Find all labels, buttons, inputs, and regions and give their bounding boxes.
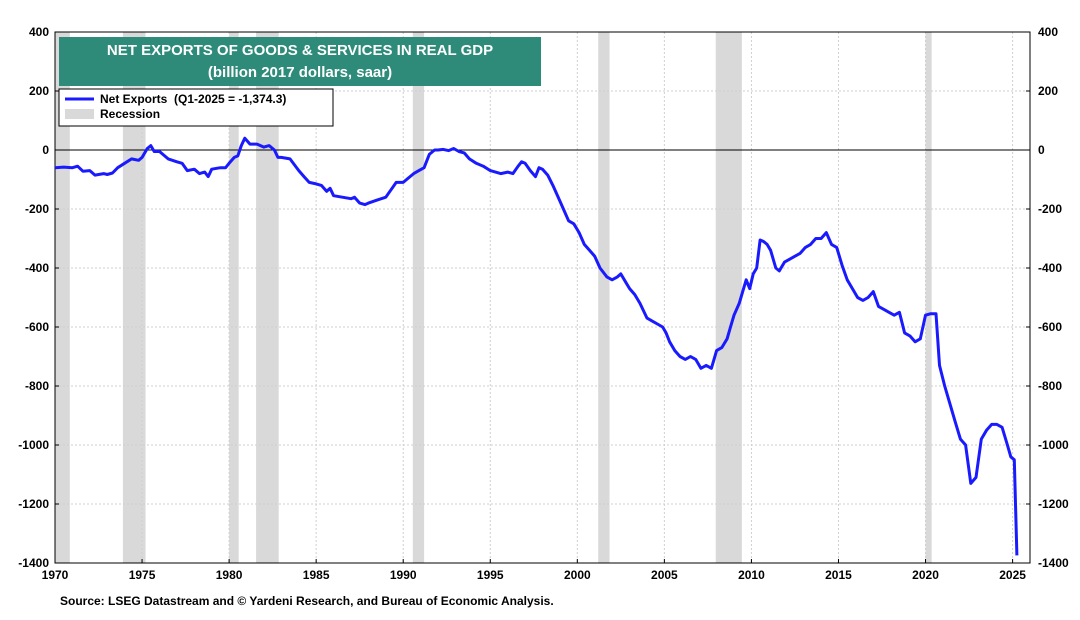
y-tick-label-right: -1200	[1038, 497, 1069, 511]
y-tick-label-right: 200	[1038, 84, 1058, 98]
y-tick-label-left: -1200	[18, 497, 49, 511]
y-tick-label-left: -600	[25, 320, 49, 334]
x-tick-label: 1995	[477, 568, 504, 582]
y-tick-label-right: -800	[1038, 379, 1062, 393]
recession-bands	[55, 32, 932, 563]
x-tick-label: 2015	[825, 568, 852, 582]
recession-band-3	[256, 32, 279, 563]
source-note: Source: LSEG Datastream and © Yardeni Re…	[60, 594, 554, 608]
chart-subtitle: (billion 2017 dollars, saar)	[208, 64, 392, 81]
y-tick-label-right: -1400	[1038, 556, 1069, 570]
chart-title: NET EXPORTS OF GOODS & SERVICES IN REAL …	[107, 42, 493, 59]
x-tick-label: 1985	[303, 568, 330, 582]
x-tick-label: 1975	[129, 568, 156, 582]
x-tick-label: 1970	[42, 568, 69, 582]
y-tick-label-left: -1400	[18, 556, 49, 570]
y-tick-label-right: -400	[1038, 261, 1062, 275]
x-tick-label: 1980	[216, 568, 243, 582]
legend: Net Exports (Q1-2025 = -1,374.3) Recessi…	[58, 88, 334, 127]
y-tick-label-left: -800	[25, 379, 49, 393]
x-tick-label: 2020	[912, 568, 939, 582]
net-exports-line	[54, 136, 1019, 556]
plot-frame	[54, 31, 1031, 564]
recession-band-6	[715, 32, 742, 563]
recession-band-5	[598, 32, 610, 563]
y-tick-label-left: 0	[42, 143, 49, 157]
y-tick-label-left: -200	[25, 202, 49, 216]
x-tick-label: 2000	[564, 568, 591, 582]
title-box: NET EXPORTS OF GOODS & SERVICES IN REAL …	[59, 37, 541, 86]
x-tick-label: 2005	[651, 568, 678, 582]
y-tick-label-right: 0	[1038, 143, 1045, 157]
legend-recession-label: Recession	[100, 107, 160, 121]
y-tick-label-left: -1000	[18, 438, 49, 452]
y-tick-label-right: -1000	[1038, 438, 1069, 452]
recession-band-2	[229, 32, 239, 563]
x-tick-label: 2010	[738, 568, 765, 582]
recession-band-4	[412, 32, 425, 563]
legend-net-exports-label: Net Exports (Q1-2025 = -1,374.3)	[100, 92, 286, 106]
y-tick-label-left: 400	[29, 25, 49, 39]
y-tick-label-right: -600	[1038, 320, 1062, 334]
y-tick-label-right: -200	[1038, 202, 1062, 216]
y-tick-label-left: 200	[29, 84, 49, 98]
x-tick-label: 1990	[390, 568, 417, 582]
recession-band-1	[122, 32, 146, 563]
x-tick-label: 2025	[999, 568, 1026, 582]
recession-band-7	[925, 32, 932, 563]
legend-recession-swatch	[65, 109, 94, 119]
y-tick-label-right: 400	[1038, 25, 1058, 39]
recession-band-0	[55, 32, 70, 563]
y-tick-label-left: -400	[25, 261, 49, 275]
